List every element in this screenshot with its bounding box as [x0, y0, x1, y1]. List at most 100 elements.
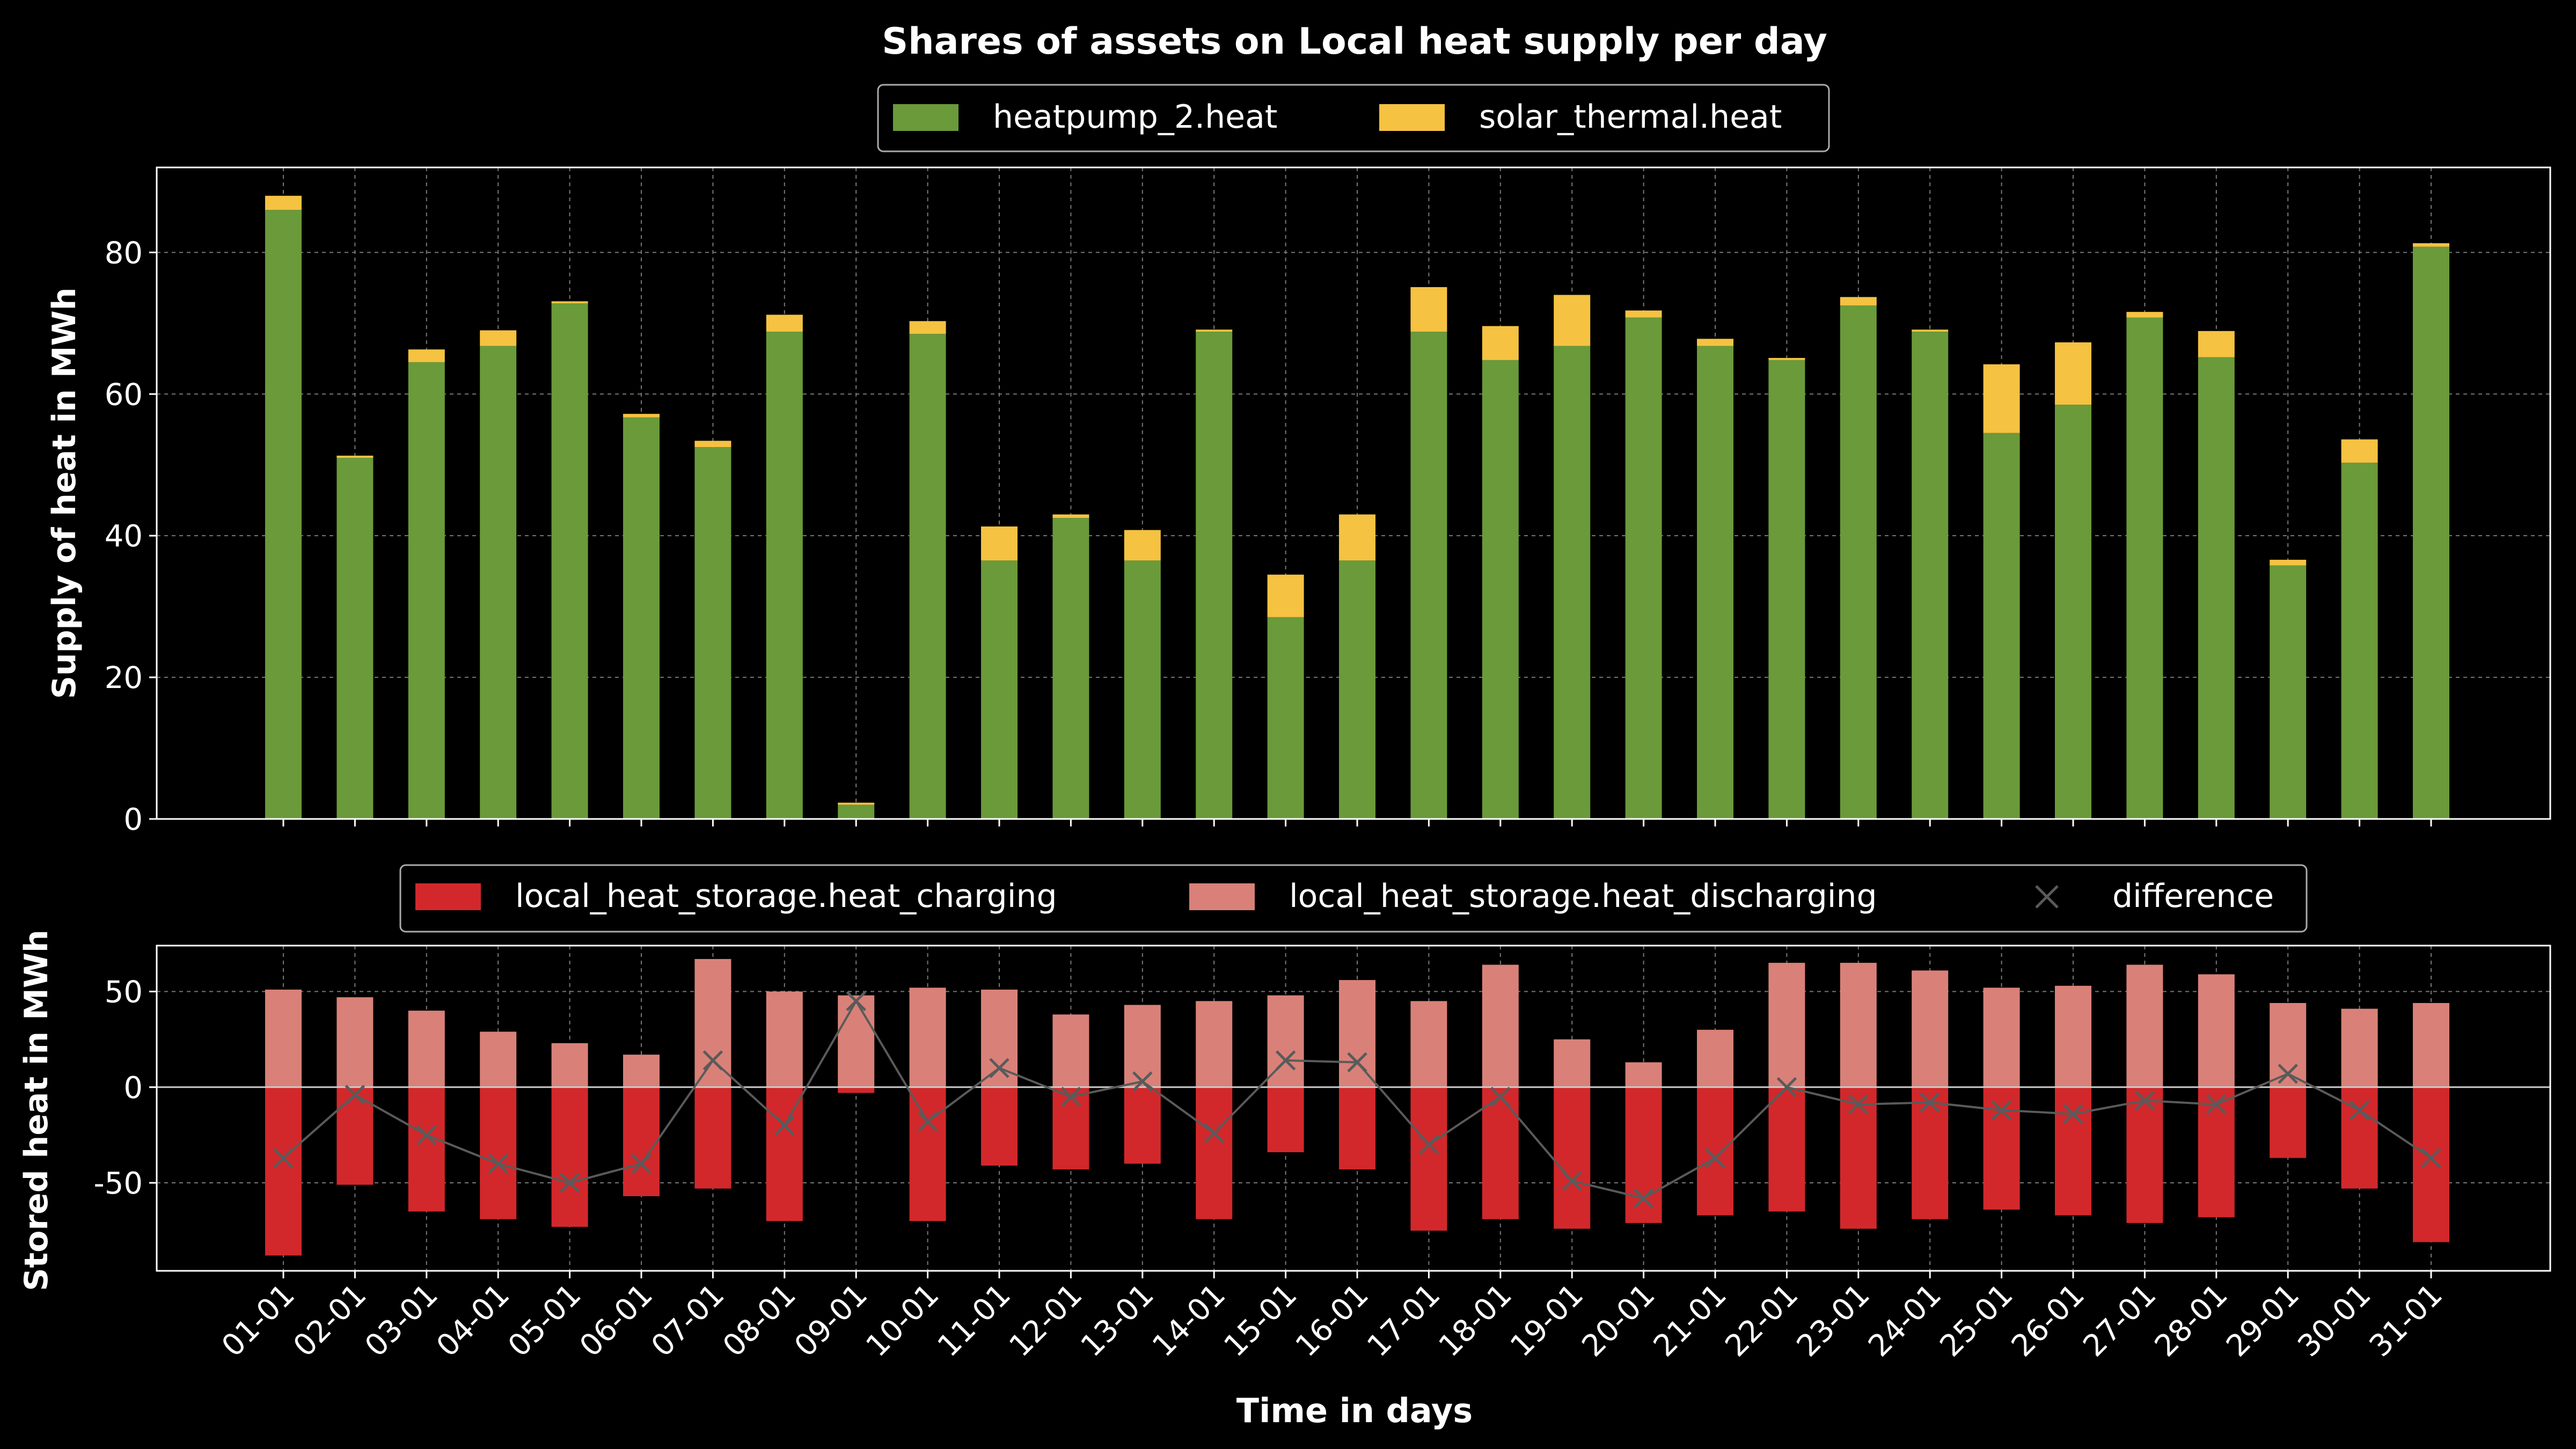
- difference-marker: [1705, 1147, 1725, 1168]
- bar-charging: [981, 1087, 1018, 1166]
- bar-discharging: [1697, 1029, 1733, 1087]
- difference-marker: [1633, 1188, 1654, 1209]
- bar-solar-thermal: [1267, 574, 1304, 617]
- xtick-label: 10-01: [859, 1277, 946, 1364]
- difference-marker: [774, 1115, 795, 1136]
- xtick-label: 21-01: [1647, 1277, 1733, 1364]
- xtick-label: 18-01: [1432, 1277, 1519, 1364]
- bar-charging: [1196, 1087, 1233, 1219]
- bar-discharging: [766, 991, 803, 1087]
- bar-solar-thermal: [1196, 330, 1233, 332]
- bar-solar-thermal: [1697, 339, 1733, 346]
- bar-charging: [2126, 1087, 2163, 1223]
- xtick-label: 03-01: [358, 1277, 445, 1364]
- xtick-label: 06-01: [573, 1277, 660, 1364]
- bar-heatpump: [2055, 405, 2091, 819]
- xtick-label: 20-01: [1575, 1277, 1662, 1364]
- legend-swatch-discharging: [1189, 883, 1255, 910]
- bottom-ylabel: Stored heat in MWh: [18, 930, 55, 1291]
- bar-heatpump: [1625, 317, 1662, 819]
- difference-marker: [1920, 1092, 1940, 1113]
- bottom-ytick-label: -50: [94, 1166, 143, 1201]
- bar-heatpump: [623, 417, 660, 819]
- bar-solar-thermal: [1625, 310, 1662, 318]
- bar-solar-thermal: [408, 349, 445, 362]
- bar-heatpump: [1196, 332, 1233, 819]
- bar-solar-thermal: [2126, 312, 2163, 318]
- difference-marker: [2206, 1094, 2227, 1115]
- legend-swatch-solar-thermal: [1379, 104, 1445, 131]
- bar-heatpump: [1124, 560, 1161, 819]
- bar-charging: [1840, 1087, 1877, 1229]
- top-ytick-label: 40: [105, 519, 143, 554]
- bar-discharging: [2055, 985, 2091, 1087]
- bar-solar-thermal: [909, 321, 946, 334]
- bar-solar-thermal: [1983, 364, 2020, 433]
- legend-label-difference: difference: [2112, 877, 2274, 915]
- legend-label-solar-thermal: solar_thermal.heat: [1479, 98, 1782, 136]
- bar-charging: [1554, 1087, 1591, 1229]
- difference-marker: [2421, 1147, 2441, 1168]
- bar-discharging: [1840, 963, 1877, 1087]
- bar-discharging: [1482, 964, 1519, 1087]
- bar-charging: [766, 1087, 803, 1221]
- legend-swatch-heatpump: [893, 104, 958, 131]
- bar-charging: [2341, 1087, 2378, 1189]
- xtick-label: 08-01: [716, 1277, 803, 1364]
- bar-discharging: [265, 989, 302, 1087]
- bar-charging: [2055, 1087, 2091, 1216]
- bar-discharging: [1124, 1005, 1161, 1087]
- bar-solar-thermal: [480, 330, 517, 346]
- bar-solar-thermal: [2341, 439, 2378, 463]
- bar-discharging: [838, 995, 875, 1087]
- bar-solar-thermal: [1912, 330, 1949, 332]
- difference-marker: [631, 1153, 652, 1174]
- bar-heatpump: [1840, 305, 1877, 819]
- bar-heatpump: [2198, 357, 2235, 819]
- difference-marker: [345, 1085, 365, 1105]
- top-ytick-label: 0: [123, 802, 143, 837]
- legend-label-heatpump: heatpump_2.heat: [993, 98, 1277, 136]
- bar-heatpump: [1768, 360, 1805, 819]
- bar-heatpump: [1554, 346, 1591, 819]
- bar-charging: [1983, 1087, 2020, 1210]
- xtick-label: 26-01: [2005, 1277, 2091, 1364]
- bar-discharging: [2126, 964, 2163, 1087]
- bar-heatpump: [1482, 360, 1519, 819]
- difference-marker: [416, 1125, 437, 1145]
- bar-discharging: [1196, 1001, 1233, 1087]
- bar-heatpump: [2270, 565, 2307, 819]
- bar-solar-thermal: [981, 526, 1018, 561]
- bar-heatpump: [1410, 332, 1447, 819]
- bar-heatpump: [1052, 518, 1089, 819]
- bar-charging: [2413, 1087, 2449, 1242]
- difference-marker: [1490, 1086, 1511, 1107]
- difference-marker: [1204, 1123, 1224, 1144]
- difference-marker: [2063, 1103, 2083, 1124]
- difference-marker: [1418, 1134, 1439, 1155]
- bar-charging: [336, 1087, 374, 1185]
- xtick-label: 05-01: [501, 1277, 588, 1364]
- bar-charging: [1697, 1087, 1733, 1216]
- bar-discharging: [1410, 1001, 1447, 1087]
- bar-charging: [408, 1087, 445, 1212]
- bar-charging: [480, 1087, 517, 1219]
- bar-discharging: [694, 958, 731, 1087]
- bar-discharging: [2198, 974, 2235, 1087]
- bar-heatpump: [1339, 560, 1375, 819]
- difference-marker: [1347, 1052, 1367, 1073]
- top-legend-frame: [877, 84, 1830, 152]
- xtick-label: 28-01: [2148, 1277, 2235, 1364]
- xtick-label: 01-01: [215, 1277, 302, 1364]
- xtick-label: 19-01: [1504, 1277, 1590, 1364]
- bar-charging: [1482, 1087, 1519, 1219]
- xtick-label: 16-01: [1289, 1277, 1375, 1364]
- bar-charging: [2198, 1087, 2235, 1218]
- difference-marker: [2349, 1100, 2370, 1121]
- bar-charging: [2270, 1087, 2307, 1158]
- xtick-label: 29-01: [2220, 1277, 2306, 1364]
- bar-heatpump: [1267, 617, 1304, 819]
- difference-marker: [989, 1058, 1009, 1078]
- bar-charging: [265, 1087, 302, 1256]
